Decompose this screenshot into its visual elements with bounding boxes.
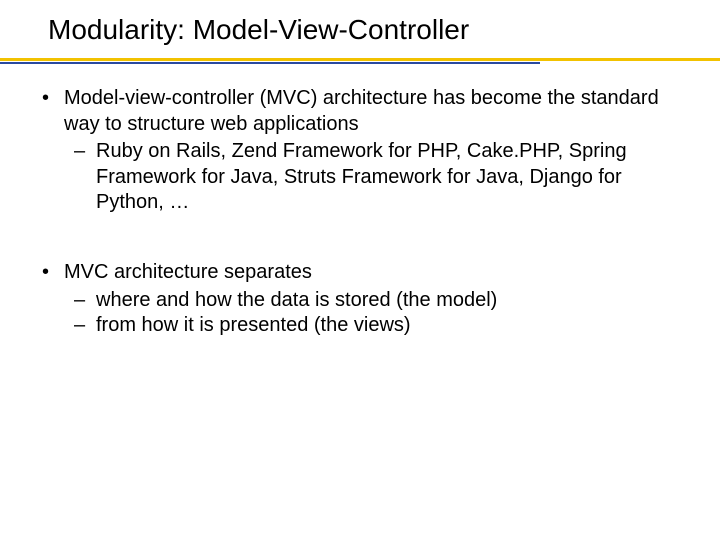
slide-title: Modularity: Model-View-Controller [48, 14, 469, 46]
sub-bullet-text: where and how the data is stored (the mo… [96, 289, 497, 311]
bullet-text: Model-view-controller (MVC) architecture… [64, 87, 659, 135]
slide: Modularity: Model-View-Controller Model-… [0, 0, 720, 540]
list-item: MVC architecture separates where and how… [36, 260, 684, 339]
list-item: Model-view-controller (MVC) architecture… [36, 86, 684, 216]
bullet-text: MVC architecture separates [64, 261, 312, 283]
divider-yellow [0, 58, 720, 61]
sub-bullet-text: from how it is presented (the views) [96, 314, 411, 336]
list-item: where and how the data is stored (the mo… [64, 288, 684, 314]
slide-body: Model-view-controller (MVC) architecture… [36, 86, 684, 383]
sub-list: Ruby on Rails, Zend Framework for PHP, C… [64, 139, 684, 216]
divider-blue [0, 62, 540, 64]
sub-list: where and how the data is stored (the mo… [64, 288, 684, 339]
bullet-list: Model-view-controller (MVC) architecture… [36, 86, 684, 339]
list-item: Ruby on Rails, Zend Framework for PHP, C… [64, 139, 684, 216]
list-item: from how it is presented (the views) [64, 313, 684, 339]
sub-bullet-text: Ruby on Rails, Zend Framework for PHP, C… [96, 140, 627, 213]
